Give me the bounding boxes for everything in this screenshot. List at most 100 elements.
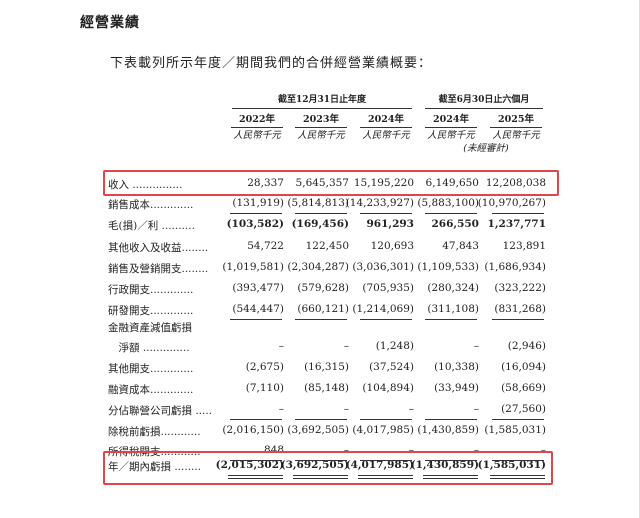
unit-label: 人民幣千元 bbox=[233, 130, 281, 141]
row-value: – bbox=[408, 444, 414, 456]
total-double-rule bbox=[293, 475, 348, 479]
table-row: 年／期內虧損 ........ (2,015,302) (3,692,505) (4,… bbox=[108, 459, 548, 477]
subtotal-rule bbox=[425, 460, 477, 461]
row-value: – bbox=[473, 444, 479, 456]
section-heading: 經營業績 bbox=[80, 15, 140, 31]
row-value: (4,017,985) bbox=[345, 459, 414, 471]
row-value: 266,550 bbox=[431, 218, 480, 230]
unit-label: 人民幣千元 bbox=[362, 130, 410, 141]
row-value: – bbox=[408, 403, 414, 415]
row-value: (7,110) bbox=[245, 382, 284, 394]
row-value: – bbox=[473, 340, 479, 352]
subtotal-rule bbox=[360, 460, 412, 461]
row-value: 15,195,220 bbox=[353, 177, 414, 189]
row-value: (2,304,287) bbox=[287, 261, 349, 273]
table-row: 銷售成本............. (131,919) (5,814,813) (14… bbox=[108, 197, 548, 215]
row-value: (14,233,927) bbox=[345, 197, 414, 209]
table-row: 除稅前虧損............ (2,016,150) (3,692,505)(… bbox=[108, 424, 548, 442]
unit-label: 人民幣千元 bbox=[427, 130, 475, 141]
row-value: (579,628) bbox=[297, 282, 349, 294]
row-label: 金融資產減值虧損 bbox=[108, 322, 192, 334]
total-double-rule bbox=[490, 475, 545, 479]
row-value: (103,582) bbox=[226, 218, 284, 230]
header-group-interim: 截至6月30日止六個月 bbox=[425, 92, 543, 109]
highlight-box-revenue bbox=[103, 170, 559, 196]
table-row: 毛(損)／利 .......... (103,582) (169,456) 961,2… bbox=[108, 218, 548, 236]
row-value: (544,447) bbox=[232, 303, 284, 315]
row-value: (16,315) bbox=[304, 361, 349, 373]
row-label: 行政開支............. bbox=[108, 284, 194, 296]
row-value: 1,237,771 bbox=[487, 218, 546, 230]
row-value: – bbox=[473, 403, 479, 415]
row-value: (1,686,934) bbox=[484, 261, 546, 273]
row-value: 28,337 bbox=[247, 177, 284, 189]
row-value: 961,293 bbox=[366, 218, 415, 230]
row-label: 其他開支............. bbox=[108, 363, 194, 375]
table-row: 淨額 .............. – – (1,248) – (2,946) bbox=[108, 340, 548, 358]
row-value: (1,430,859) bbox=[410, 459, 479, 471]
row-value: (3,036,301) bbox=[352, 261, 414, 273]
row-value: (1,430,859) bbox=[417, 424, 479, 436]
subtotal-rule bbox=[492, 460, 544, 461]
row-value: (4,017,985) bbox=[352, 424, 414, 436]
row-value: (85,148) bbox=[304, 382, 349, 394]
row-value: (2,675) bbox=[245, 361, 284, 373]
row-value: (169,456) bbox=[291, 218, 349, 230]
row-value: (393,477) bbox=[232, 282, 284, 294]
row-value: 120,693 bbox=[370, 240, 414, 252]
row-value: (705,935) bbox=[362, 282, 414, 294]
table-row: 融資成本............. (7,110) (85,148) (104,894… bbox=[108, 382, 548, 400]
row-value: 47,843 bbox=[442, 240, 479, 252]
row-value: 6,149,650 bbox=[425, 177, 479, 189]
subtotal-rule bbox=[492, 419, 544, 420]
row-value: (58,669) bbox=[501, 382, 546, 394]
unit-label: 人民幣千元 bbox=[297, 130, 345, 141]
row-value: 54,722 bbox=[247, 240, 284, 252]
row-value: 12,208,038 bbox=[485, 177, 546, 189]
row-value: – bbox=[278, 340, 284, 352]
table-row: 其他開支............. (2,675) (16,315) (37,524)… bbox=[108, 361, 548, 379]
row-value: (311,108) bbox=[427, 303, 479, 315]
highlight-box-net-loss bbox=[103, 451, 553, 485]
row-value: – bbox=[343, 444, 349, 456]
table-row: 金融資產減值虧損 bbox=[108, 320, 548, 338]
row-value: – bbox=[343, 403, 349, 415]
row-label: 年／期內虧損 ........ bbox=[108, 461, 202, 473]
header-group-annual: 截至12月31日止年度 bbox=[232, 92, 412, 109]
row-value: (104,894) bbox=[362, 382, 414, 394]
subtotal-rule bbox=[360, 319, 412, 320]
row-value: – bbox=[540, 444, 546, 456]
subtotal-rule bbox=[295, 419, 347, 420]
subtotal-rule bbox=[295, 319, 347, 320]
row-value: (10,338) bbox=[434, 361, 479, 373]
row-value: (37,524) bbox=[369, 361, 414, 373]
row-value: (1,585,031) bbox=[484, 424, 546, 436]
subtotal-rule bbox=[230, 460, 282, 461]
year-header: 2022年 bbox=[231, 111, 283, 128]
row-label: 融資成本............. bbox=[108, 384, 194, 396]
subtotal-rule bbox=[230, 319, 282, 320]
row-value: (131,919) bbox=[232, 197, 284, 209]
subtotal-rule bbox=[360, 419, 412, 420]
row-value: – bbox=[343, 340, 349, 352]
table-row: 其他收入及收益........ 54,722 122,450 120,693 47,84… bbox=[108, 240, 548, 258]
total-double-rule bbox=[228, 475, 283, 479]
year-header: 2023年 bbox=[295, 111, 347, 128]
row-value: (5,883,100) bbox=[417, 197, 479, 209]
table-row: 行政開支............. (393,477) (579,628) (705,… bbox=[108, 282, 548, 300]
subtotal-rule bbox=[295, 460, 347, 461]
row-value: (660,121) bbox=[297, 303, 349, 315]
unit-label: 人民幣千元 bbox=[492, 130, 540, 141]
year-header: 2024年 bbox=[360, 111, 412, 128]
row-label: 收入 ............... bbox=[108, 179, 183, 191]
subtotal-rule bbox=[492, 319, 544, 320]
total-double-rule bbox=[423, 475, 478, 479]
row-label: 銷售成本............. bbox=[108, 199, 194, 211]
row-label: 除稅前虧損............ bbox=[108, 426, 201, 438]
row-value: (5,814,813) bbox=[287, 197, 349, 209]
row-label: 其他收入及收益........ bbox=[108, 242, 209, 254]
row-value: 848 bbox=[263, 444, 284, 456]
row-label: 淨額 .............. bbox=[108, 342, 190, 354]
row-label: 銷售及營銷開支........ bbox=[108, 263, 209, 275]
